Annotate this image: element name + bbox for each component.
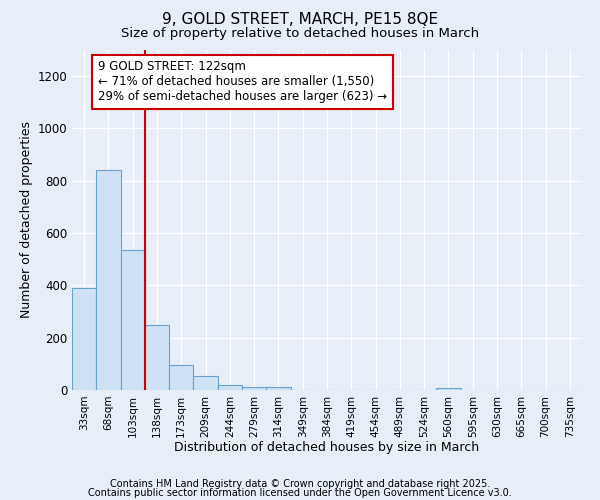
Bar — [193, 376, 218, 390]
Bar — [266, 388, 290, 390]
Bar — [145, 325, 169, 390]
Y-axis label: Number of detached properties: Number of detached properties — [20, 122, 33, 318]
Text: Contains HM Land Registry data © Crown copyright and database right 2025.: Contains HM Land Registry data © Crown c… — [110, 479, 490, 489]
Text: Size of property relative to detached houses in March: Size of property relative to detached ho… — [121, 28, 479, 40]
Bar — [72, 288, 96, 390]
Bar — [169, 364, 193, 390]
Text: Contains public sector information licensed under the Open Government Licence v3: Contains public sector information licen… — [88, 488, 512, 498]
Bar — [96, 170, 121, 390]
Text: 9 GOLD STREET: 122sqm
← 71% of detached houses are smaller (1,550)
29% of semi-d: 9 GOLD STREET: 122sqm ← 71% of detached … — [97, 60, 386, 104]
Bar — [121, 250, 145, 390]
Bar — [242, 386, 266, 390]
Bar — [218, 386, 242, 390]
Text: 9, GOLD STREET, MARCH, PE15 8QE: 9, GOLD STREET, MARCH, PE15 8QE — [162, 12, 438, 28]
Bar — [436, 388, 461, 390]
X-axis label: Distribution of detached houses by size in March: Distribution of detached houses by size … — [175, 441, 479, 454]
